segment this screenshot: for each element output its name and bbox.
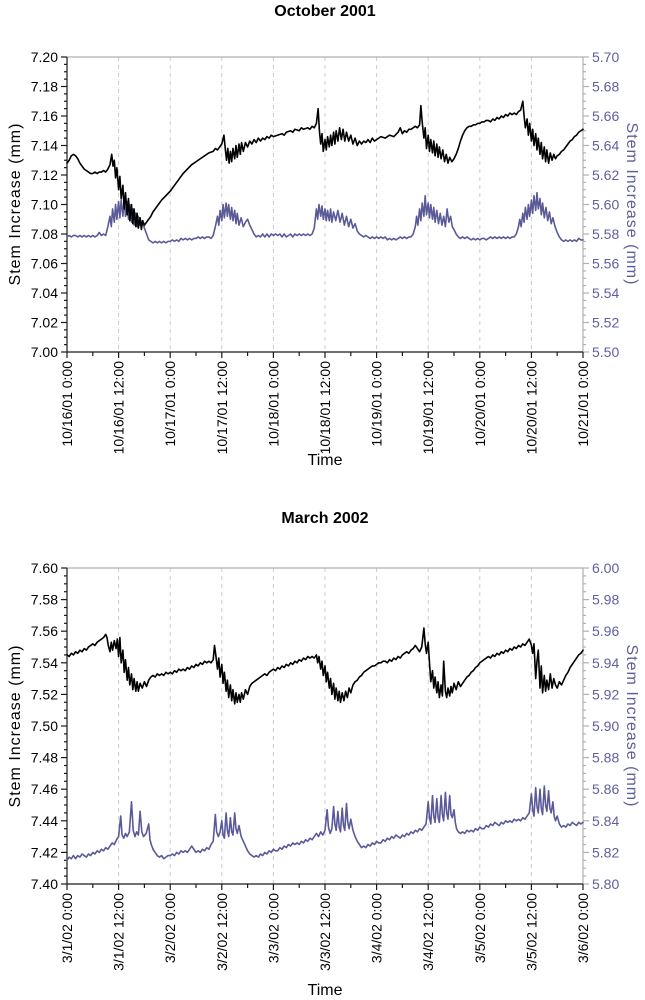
left-tick-label: 7.10 (31, 197, 58, 213)
x-tick-label: 3/1/02 12:00 (111, 893, 127, 971)
series-line-stem-increase-purple (66, 191, 584, 244)
right-tick-label: 5.54 (592, 285, 619, 301)
left-tick-label: 7.54 (31, 655, 58, 671)
x-tick-label: 3/2/02 12:00 (214, 893, 230, 971)
right-tick-label: 5.64 (592, 138, 619, 154)
left-tick-label: 7.14 (31, 138, 58, 154)
chart-march-2002: March 2002 Stem Increase (mm) Stem Incre… (0, 500, 645, 1000)
chart-title: March 2002 (281, 510, 369, 527)
x-tick-label: 10/19/01 0:00 (369, 361, 385, 447)
chart-october-2001: October 2001 Stem Increase (mm) Stem Inc… (7, 3, 640, 469)
left-tick-label: 7.08 (31, 226, 58, 242)
left-tick-label: 7.00 (31, 344, 58, 360)
right-tick-label: 5.94 (592, 655, 619, 671)
right-tick-label: 5.96 (592, 623, 619, 639)
left-tick-label: 7.48 (31, 750, 58, 766)
right-tick-label: 5.58 (592, 226, 619, 242)
left-tick-label: 7.50 (31, 718, 58, 734)
left-tick-label: 7.52 (31, 686, 58, 702)
series-line-stem-increase-black (66, 627, 584, 705)
left-tick-label: 7.60 (31, 560, 58, 576)
x-tick-label: 3/2/02 0:00 (162, 893, 178, 963)
x-tick-label: 3/1/02 0:00 (59, 893, 75, 963)
left-axis: 7.20 7.18 7.16 7.14 7.12 7.10 7.08 7.06 7.04 7.02… (31, 49, 67, 360)
left-tick-label: 7.56 (31, 623, 58, 639)
left-axis: 7.60 7.58 7.56 7.54 7.52 7.50 7.48 7.46 7.44 7.42… (31, 560, 67, 892)
x-gridlines (118, 57, 532, 352)
right-tick-label: 5.60 (592, 197, 619, 213)
right-tick-label: 5.52 (592, 315, 619, 331)
right-tick-label: 5.68 (592, 79, 619, 95)
x-tick-label: 10/20/01 0:00 (472, 361, 488, 447)
x-tick-label: 10/17/01 0:00 (162, 361, 178, 447)
x-tick-label: 3/5/02 0:00 (472, 893, 488, 963)
right-tick-label: 5.70 (592, 49, 619, 65)
right-tick-label: 5.66 (592, 108, 619, 124)
left-tick-label: 7.40 (31, 876, 58, 892)
x-tick-label: 10/21/01 0:00 (575, 361, 591, 447)
chart-title: October 2001 (274, 3, 376, 20)
left-tick-label: 7.20 (31, 49, 58, 65)
x-tick-label: 10/18/01 12:00 (317, 361, 333, 455)
x-gridlines (118, 568, 532, 884)
right-tick-label: 5.82 (592, 844, 619, 860)
x-tick-label: 10/20/01 12:00 (523, 361, 539, 455)
x-tick-label: 10/19/01 12:00 (420, 361, 436, 455)
x-tick-label: 3/3/02 0:00 (265, 893, 281, 963)
left-tick-label: 7.58 (31, 592, 58, 608)
right-axis: 6.00 5.98 5.96 5.94 5.92 5.90 5.88 5.86 5.84 5.82… (583, 560, 619, 892)
x-tick-label: 3/4/02 12:00 (420, 893, 436, 971)
right-tick-label: 5.92 (592, 686, 619, 702)
x-axis-title: Time (307, 982, 343, 999)
right-tick-label: 5.62 (592, 167, 619, 183)
left-tick-label: 7.16 (31, 108, 58, 124)
right-axis: 5.70 5.68 5.66 5.64 5.62 5.60 5.58 5.56 5.54 5.52… (583, 49, 619, 360)
right-tick-label: 5.50 (592, 344, 619, 360)
right-tick-label: 6.00 (592, 560, 619, 576)
series-line-stem-increase-purple (66, 785, 584, 862)
x-tick-label: 10/17/01 12:00 (214, 361, 230, 455)
right-tick-label: 5.98 (592, 592, 619, 608)
left-tick-label: 7.02 (31, 315, 58, 331)
x-axis: 3/1/02 0:00 3/1/02 12:00 3/2/02 0:00 3/2/02… (59, 884, 591, 971)
left-tick-label: 7.46 (31, 781, 58, 797)
right-tick-label: 5.80 (592, 876, 619, 892)
x-tick-label: 3/3/02 12:00 (317, 893, 333, 971)
right-tick-label: 5.56 (592, 256, 619, 272)
right-tick-label: 5.90 (592, 718, 619, 734)
x-tick-label: 3/4/02 0:00 (369, 893, 385, 963)
plot-march-2002: 7.60 7.58 7.56 7.54 7.52 7.50 7.48 7.46 7.44 7.42… (31, 560, 620, 971)
x-axis-title: Time (307, 452, 343, 469)
left-tick-label: 7.04 (31, 285, 58, 301)
left-tick-label: 7.18 (31, 79, 58, 95)
x-tick-label: 10/16/01 12:00 (111, 361, 127, 455)
series-line-stem-increase-black (66, 100, 584, 231)
plot-october-2001: 7.20 7.18 7.16 7.14 7.12 7.10 7.08 7.06 7.04 7.02… (31, 49, 620, 454)
x-tick-label: 3/5/02 12:00 (523, 893, 539, 971)
left-tick-label: 7.06 (31, 256, 58, 272)
x-tick-label: 10/18/01 0:00 (265, 361, 281, 447)
x-tick-label: 10/16/01 0:00 (59, 361, 75, 447)
left-tick-label: 7.44 (31, 813, 58, 829)
right-tick-label: 5.84 (592, 813, 619, 829)
x-axis: 10/16/01 0:00 10/16/01 12:00 10/17/01 0:00… (59, 352, 591, 454)
right-tick-label: 5.88 (592, 750, 619, 766)
left-tick-label: 7.12 (31, 167, 58, 183)
left-tick-label: 7.42 (31, 844, 58, 860)
right-tick-label: 5.86 (592, 781, 619, 797)
x-tick-label: 3/6/02 0:00 (575, 893, 591, 963)
